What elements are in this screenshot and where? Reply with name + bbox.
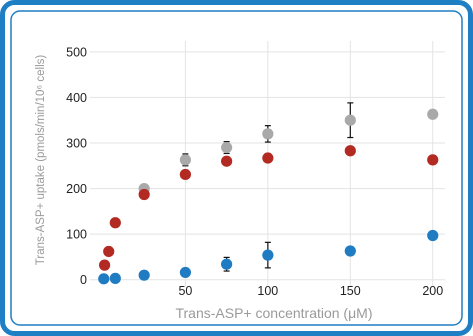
y-axis-title: Trans-ASP+ uptake (pmols/min/10⁶ cells) [35, 55, 47, 266]
x-tick-label: 200 [422, 284, 443, 298]
data-point-red-series [109, 217, 121, 229]
data-point-blue-series [138, 269, 150, 281]
data-point-blue-series [179, 266, 191, 279]
x-axis-title: Trans-ASP+ concentration (μM) [175, 305, 372, 321]
data-point-grey-series [179, 154, 191, 166]
x-tick-label: 100 [257, 284, 278, 298]
data-point-layer [98, 108, 439, 285]
y-tick-label: 300 [66, 136, 87, 150]
y-tick-label: 0 [80, 273, 87, 287]
data-point-blue-series [262, 249, 274, 261]
data-point-red-series [221, 155, 233, 167]
data-point-red-series [427, 154, 439, 166]
data-point-grey-series [262, 128, 274, 140]
data-point-blue-series [344, 245, 356, 257]
data-point-grey-series [427, 108, 439, 120]
data-point-blue-series [98, 273, 110, 285]
data-point-grey-series [221, 141, 233, 154]
data-point-red-series [103, 245, 115, 258]
frame-inner-border [10, 10, 463, 326]
data-point-blue-series [221, 258, 233, 270]
x-tick-label: 50 [178, 284, 192, 298]
data-point-red-series [262, 152, 274, 164]
tick-label-layer: 50 100 150 200 0 100 200 300 400 500 [66, 45, 443, 298]
y-tick-label: 400 [66, 91, 87, 105]
data-point-red-series [179, 168, 191, 181]
data-point-red-series [344, 145, 356, 157]
data-point-blue-series [109, 272, 121, 284]
data-point-blue-series [427, 229, 439, 242]
x-tick-label: 150 [340, 284, 361, 298]
y-tick-label: 500 [66, 45, 87, 59]
y-tick-label: 200 [66, 182, 87, 196]
data-point-grey-series [344, 114, 356, 126]
data-point-red-series [98, 259, 111, 271]
y-tick-label: 100 [66, 228, 87, 242]
data-point-red-series [138, 188, 150, 201]
